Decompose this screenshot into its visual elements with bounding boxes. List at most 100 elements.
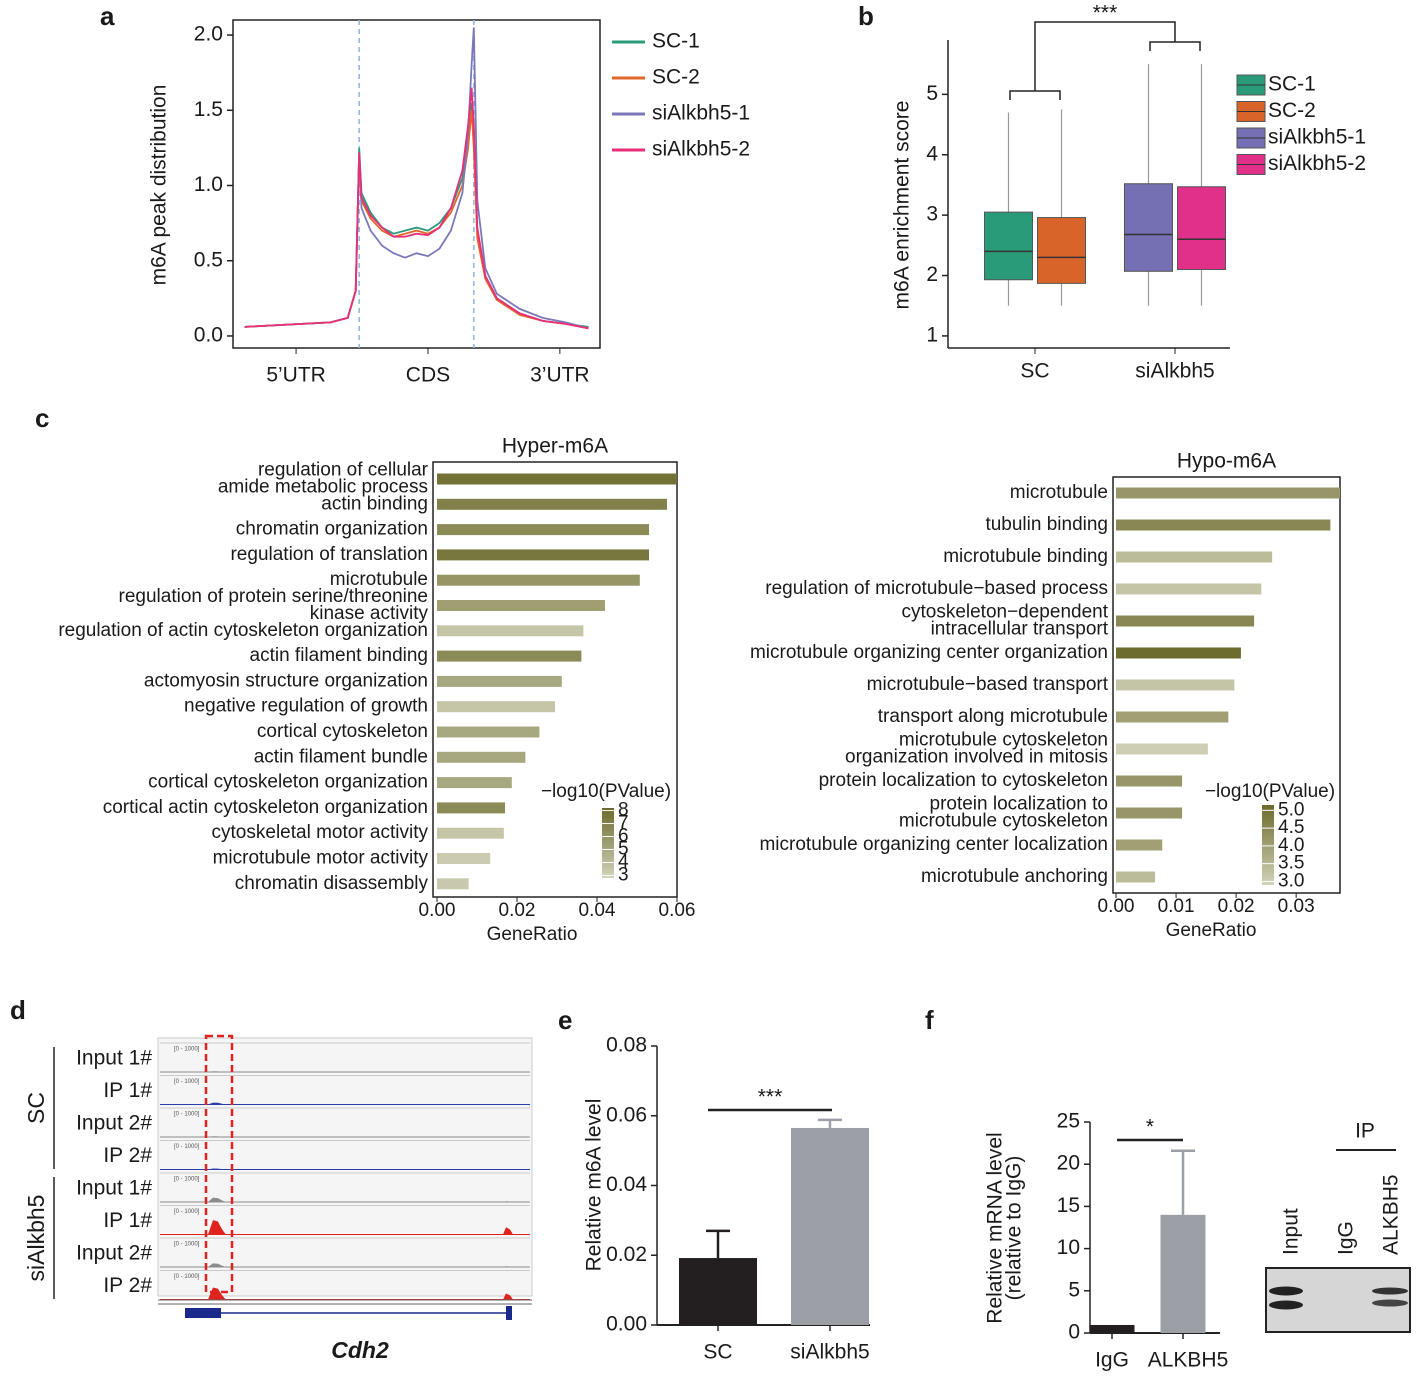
- box: [1124, 183, 1173, 272]
- bar: [437, 853, 491, 864]
- track-peak: [208, 1197, 226, 1202]
- x-tick-label: 5’UTR: [266, 364, 326, 387]
- box: [1037, 217, 1086, 284]
- bar: [437, 549, 649, 561]
- bar: [1116, 839, 1163, 851]
- panel-label: e: [558, 1005, 572, 1035]
- series-line: [244, 110, 589, 330]
- bar: [437, 802, 505, 814]
- gene-exon: [185, 1308, 221, 1318]
- x-axis-label: GeneRatio: [487, 924, 578, 945]
- legend-label: siAlkbh5-1: [1268, 126, 1366, 149]
- bar: [437, 498, 667, 510]
- y-tick-label: 15: [1057, 1194, 1080, 1217]
- y-tick-label: 10: [1057, 1236, 1080, 1259]
- bar: [1116, 583, 1262, 595]
- significance: *: [1146, 1116, 1154, 1139]
- colorbar-tick-label: 3: [618, 864, 629, 885]
- track-peak: [208, 1071, 226, 1072]
- category-label: cortical actin cytoskeleton organization: [103, 797, 428, 818]
- category-label: transport along microtubule: [878, 706, 1108, 727]
- track-label: Input 1#: [76, 1047, 152, 1070]
- track-label: Input 2#: [76, 1242, 152, 1265]
- track-label: IP 2#: [103, 1144, 152, 1167]
- track-range: [0 - 1000]: [174, 1144, 200, 1150]
- x-axis-label: GeneRatio: [1166, 920, 1257, 941]
- category-label: negative regulation of growth: [184, 696, 428, 717]
- x-tick-label: 0.02: [1218, 896, 1255, 917]
- category-label: regulation of actin cytoskeleton organiz…: [58, 620, 428, 641]
- track-range: [0 - 1000]: [174, 1274, 200, 1280]
- chart-title: Hyper-m6A: [502, 435, 608, 458]
- significance: ***: [758, 1086, 783, 1109]
- legend-label: SC-1: [652, 30, 700, 53]
- blot-band: [1372, 1299, 1408, 1307]
- colorbar-title: −log10(PValue): [1205, 781, 1335, 802]
- y-tick-label: 25: [1057, 1110, 1080, 1133]
- track-panel: [157, 1037, 533, 1297]
- track-peak: [208, 1136, 226, 1137]
- bar: [437, 473, 677, 485]
- bar: [1116, 807, 1183, 819]
- x-tick-label: siAlkbh5: [1135, 360, 1214, 383]
- group-bracket: [1149, 41, 1201, 51]
- category-label: microtubule binding: [943, 546, 1108, 567]
- category-label: cytoskeleton−dependent intracellular tran…: [901, 601, 1108, 639]
- colorbar-tick-label: 7: [618, 813, 629, 834]
- plot-frame: [1112, 476, 1341, 894]
- category-label: microtubule organizing center localizati…: [759, 834, 1108, 855]
- panel-label: d: [10, 995, 26, 1025]
- legend-label: SC-2: [652, 66, 700, 89]
- series-line: [244, 27, 589, 330]
- x-tick-label: 0.03: [1278, 896, 1315, 917]
- bar: [437, 701, 555, 713]
- track-peak: [208, 1168, 226, 1170]
- category-label: microtubule cytoskeleton organization inv…: [845, 729, 1108, 767]
- colorbar-tick-label: 5.0: [1278, 799, 1304, 820]
- bar: [1116, 743, 1208, 755]
- track-peak: [208, 1287, 226, 1300]
- x-tick-label: 0.04: [579, 900, 616, 921]
- bar: [679, 1258, 757, 1325]
- x-tick-label: 0.00: [1098, 896, 1135, 917]
- track-label: IP 1#: [103, 1079, 152, 1102]
- bar: [1116, 551, 1273, 563]
- bar: [437, 600, 605, 611]
- category-label: cortical cytoskeleton organization: [148, 772, 428, 793]
- track-range: [0 - 1000]: [174, 1079, 200, 1085]
- blot-band: [1269, 1286, 1303, 1296]
- track-peak: [208, 1263, 226, 1267]
- panel-label: b: [858, 1, 874, 31]
- x-tick-label: 0.06: [659, 900, 696, 921]
- category-label: chromatin organization: [236, 519, 428, 540]
- series-line: [244, 87, 589, 330]
- bar: [1116, 615, 1255, 627]
- y-tick-label: 3: [926, 203, 938, 226]
- category-label: actin filament bundle: [254, 746, 428, 767]
- category-label: tubulin binding: [985, 514, 1108, 535]
- category-label: regulation of translation: [230, 544, 428, 565]
- track-peak: [208, 1220, 226, 1235]
- y-tick-label: 0.02: [606, 1243, 647, 1266]
- colorbar-tick-label: 4.0: [1278, 835, 1304, 856]
- category-label: actin filament binding: [250, 645, 429, 666]
- legend-label: siAlkbh5-2: [1268, 152, 1366, 175]
- y-tick-label: 4: [926, 142, 938, 165]
- gene-exon: [506, 1306, 512, 1320]
- bar: [437, 524, 649, 536]
- lane-label: IgG: [1335, 1221, 1358, 1255]
- box: [1177, 186, 1226, 270]
- bar: [437, 726, 540, 738]
- legend-label: siAlkbh5-2: [652, 138, 750, 161]
- panel-label: a: [100, 1, 115, 31]
- y-axis-label: m6A enrichment score: [891, 101, 914, 310]
- bar: [1116, 711, 1229, 723]
- track-peak: [503, 1266, 513, 1267]
- category-label: chromatin disassembly: [235, 873, 429, 894]
- track-label: Input 2#: [76, 1112, 152, 1135]
- y-axis-label: Relative mRNA level(relative to IgG): [983, 1132, 1025, 1323]
- track-range: [0 - 1000]: [174, 1112, 200, 1118]
- colorbar: [1262, 805, 1274, 885]
- lane-label: Input: [1280, 1208, 1303, 1255]
- legend-label: siAlkbh5-1: [652, 102, 750, 125]
